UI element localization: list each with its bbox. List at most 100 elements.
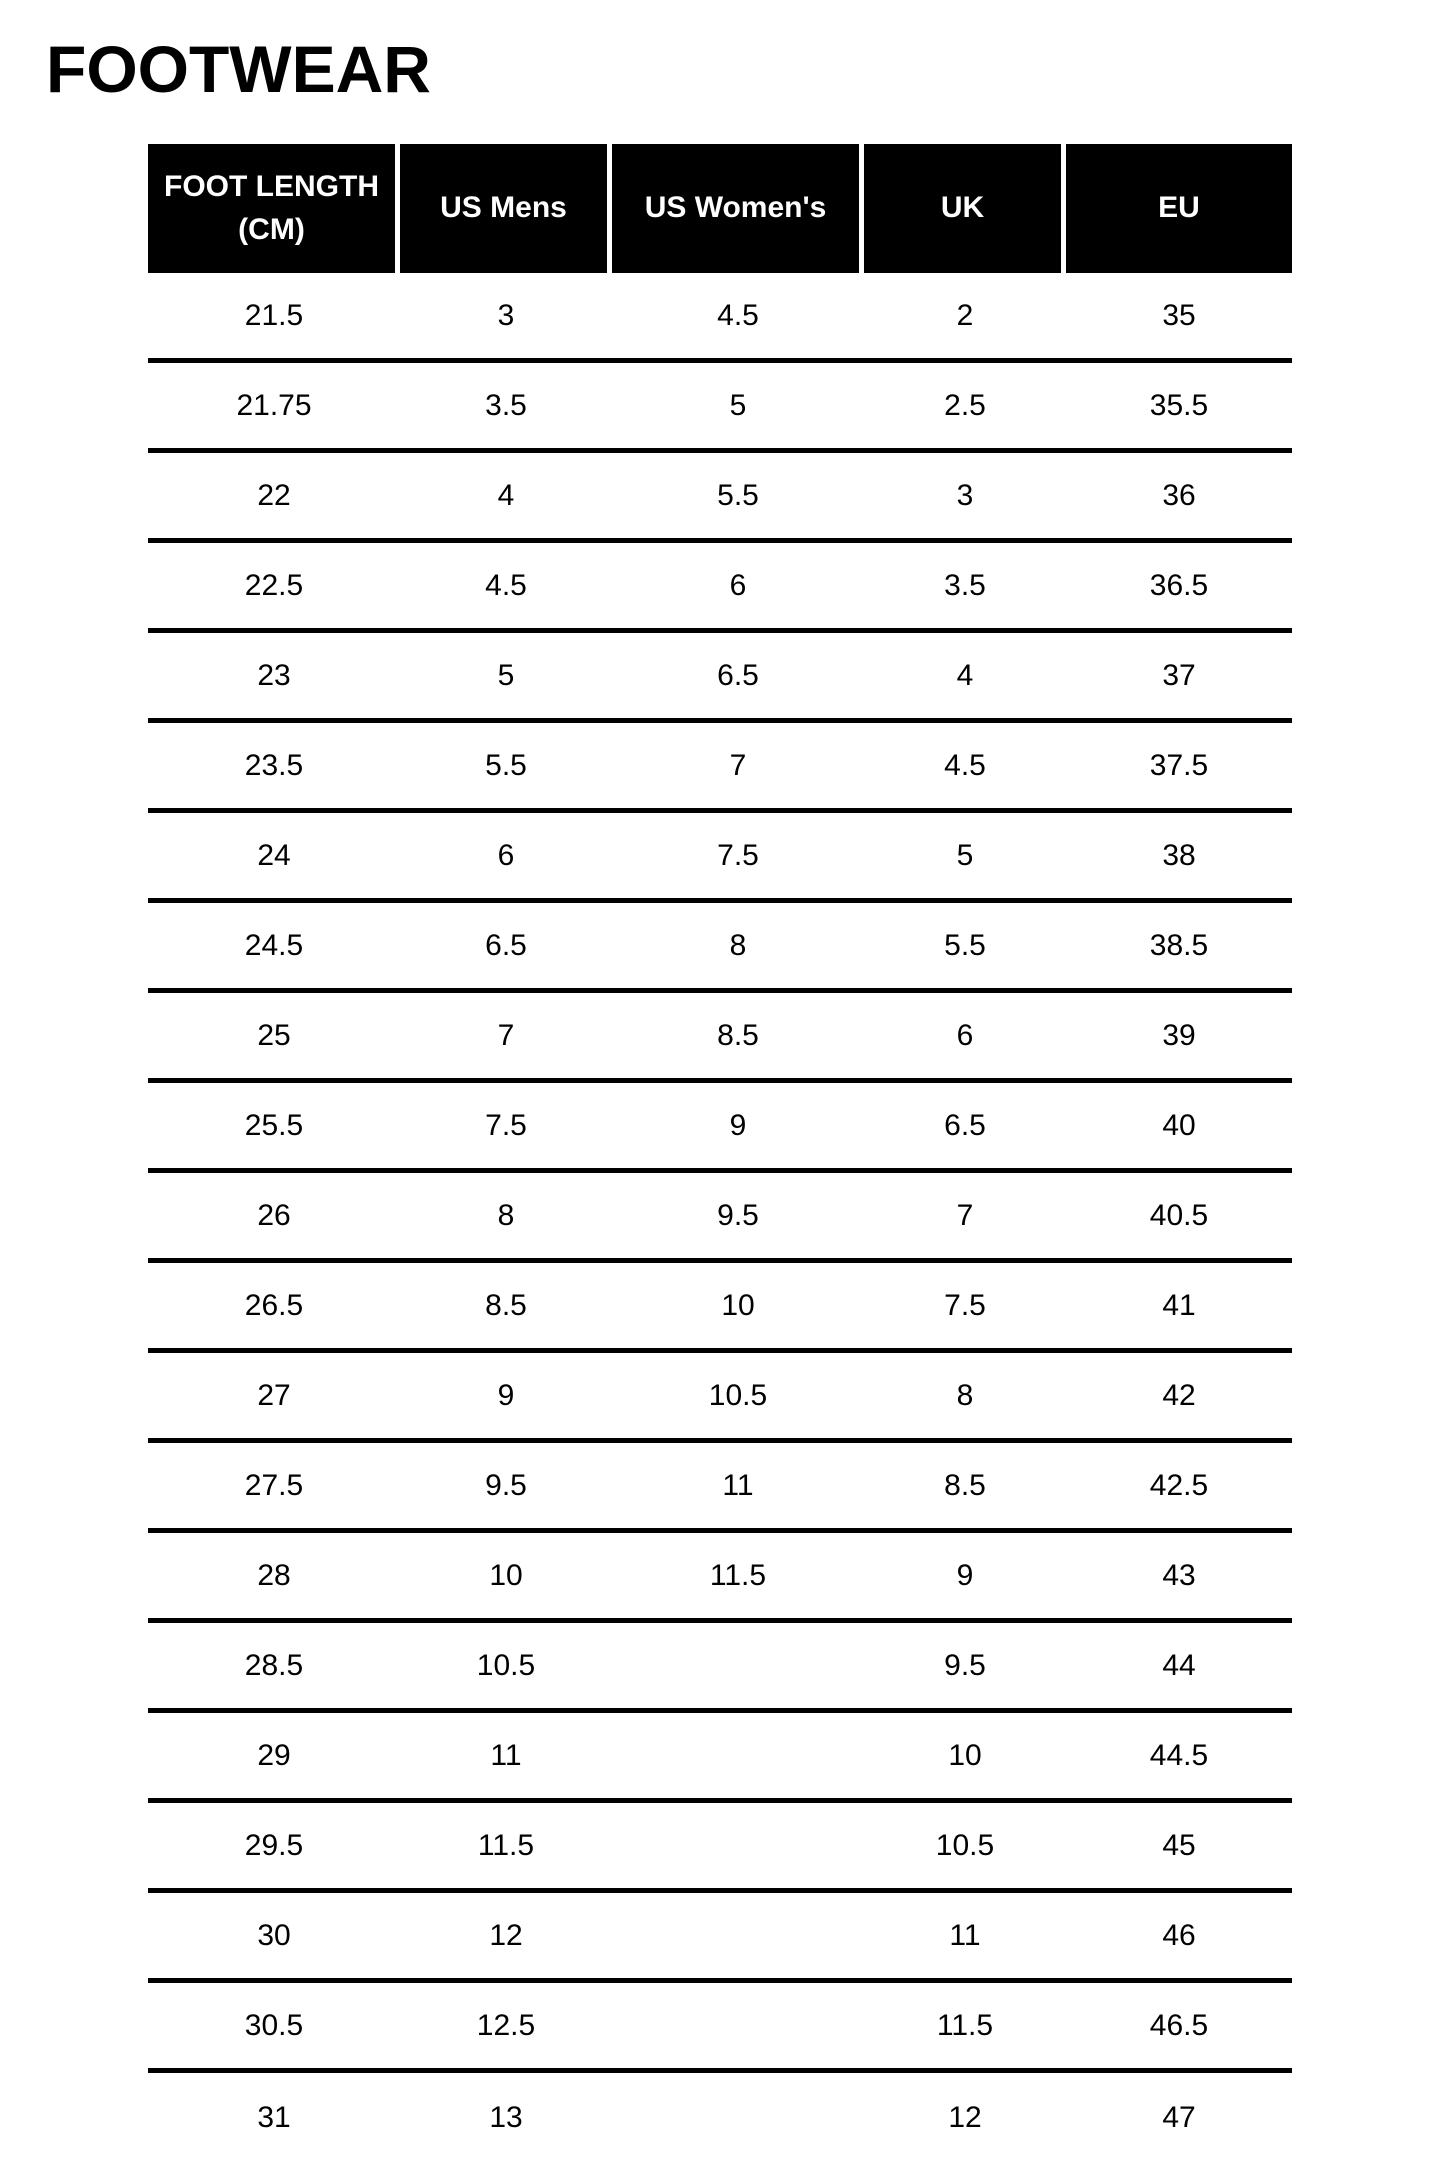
table-cell: 7.5	[485, 1108, 527, 1142]
table-row: 28 10 11.5 9 43	[148, 1533, 1292, 1623]
table-row: 30.5 12.5 11.5 46.5	[148, 1983, 1292, 2073]
table-row: 22 4 5.5 3 36	[148, 453, 1292, 543]
page-title: FOOTWEAR	[46, 32, 431, 106]
table-row: 29 11 10 44.5	[148, 1713, 1292, 1803]
table-cell: 29.5	[244, 1828, 304, 1862]
table-row: 30 12 11 46	[148, 1893, 1292, 1983]
table-cell: 10.5	[708, 1378, 768, 1412]
table-cell: 44	[1162, 1648, 1196, 1682]
table-cell: 47	[1162, 2101, 1196, 2134]
table-cell	[612, 1713, 864, 1798]
table-cell: 7.5	[944, 1288, 986, 1322]
table-row: 21.75 3.5 5 2.5 35.5	[148, 363, 1292, 453]
table-cell: 30	[257, 1918, 291, 1952]
table-cell: 10.5	[935, 1828, 995, 1862]
table-cell: 3.5	[485, 388, 527, 422]
table-cell: 11	[490, 1738, 522, 1772]
table-row: 26.5 8.5 10 7.5 41	[148, 1263, 1292, 1353]
table-cell: 3	[956, 478, 974, 512]
table-cell: 11	[949, 1918, 981, 1952]
table-cell: 12.5	[476, 2008, 536, 2042]
table-cell: 35.5	[1149, 388, 1209, 422]
table-row: 25 7 8.5 6 39	[148, 993, 1292, 1083]
table-cell: 23.5	[244, 748, 304, 782]
table-cell: 13	[489, 2101, 523, 2134]
table-cell: 26	[257, 1198, 291, 1232]
table-cell: 25.5	[244, 1108, 304, 1142]
table-row: 24 6 7.5 5 38	[148, 813, 1292, 903]
table-cell: 40.5	[1149, 1198, 1209, 1232]
table-row: 25.5 7.5 9 6.5 40	[148, 1083, 1292, 1173]
table-cell: 3	[497, 298, 515, 332]
table-cell: 25	[257, 1018, 291, 1052]
table-cell: 44.5	[1149, 1738, 1209, 1772]
table-cell: 7	[729, 748, 747, 782]
table-cell: 7	[956, 1198, 974, 1232]
table-cell: 4.5	[944, 748, 986, 782]
table-cell: 24	[257, 838, 291, 872]
table-cell: 9	[956, 1558, 974, 1592]
table-row: 26 8 9.5 7 40.5	[148, 1173, 1292, 1263]
table-cell: 39	[1162, 1018, 1196, 1052]
table-cell: 8.5	[944, 1468, 986, 1502]
table-cell: 46.5	[1149, 2008, 1209, 2042]
table-cell: 6	[729, 568, 747, 602]
table-cell: 46	[1162, 1918, 1196, 1952]
table-cell: 8	[497, 1198, 515, 1232]
table-body: 21.5 3 4.5 2 35 21.75 3.5 5 2.5 35.5 22 4 5.5 3 36 22.5…	[148, 273, 1292, 2160]
table-cell: 5	[497, 658, 515, 692]
table-cell: 10	[721, 1288, 755, 1322]
table-cell	[612, 1983, 864, 2068]
table-cell: 36	[1162, 478, 1196, 512]
table-cell: 26.5	[244, 1288, 304, 1322]
table-cell: 6.5	[944, 1108, 986, 1142]
table-cell: 11.5	[936, 2008, 994, 2042]
table-cell: 9	[729, 1108, 747, 1142]
table-cell: 38	[1162, 838, 1196, 872]
table-cell: 11	[722, 1468, 754, 1502]
table-cell: 21.75	[236, 388, 312, 422]
table-cell: 43	[1162, 1558, 1196, 1592]
table-cell: 4.5	[717, 298, 759, 332]
table-row: 28.5 10.5 9.5 44	[148, 1623, 1292, 1713]
table-cell: 4	[956, 658, 974, 692]
table-header-row: FOOT LENGTH (CM) US Mens US Women's UK EU	[148, 144, 1292, 273]
table-cell: 31	[257, 2101, 291, 2134]
table-cell: 6.5	[485, 928, 527, 962]
size-table: FOOT LENGTH (CM) US Mens US Women's UK EU 21…	[148, 144, 1292, 2160]
table-cell: 11.5	[709, 1558, 767, 1592]
table-cell: 23	[257, 658, 291, 692]
table-cell: 27	[257, 1378, 291, 1412]
table-cell: 29	[257, 1738, 291, 1772]
table-row: 23.5 5.5 7 4.5 37.5	[148, 723, 1292, 813]
table-row: 31 13 12 47	[148, 2073, 1292, 2160]
table-cell: 4	[497, 478, 515, 512]
table-cell: 9.5	[717, 1198, 759, 1232]
table-cell: 30.5	[244, 2008, 304, 2042]
table-cell: 8	[729, 928, 747, 962]
column-header-eu: EU	[1066, 144, 1292, 273]
table-cell: 37.5	[1149, 748, 1209, 782]
table-cell: 3.5	[944, 568, 986, 602]
table-cell: 10	[948, 1738, 982, 1772]
table-cell: 9	[497, 1378, 515, 1412]
column-header-uk: UK	[864, 144, 1066, 273]
table-cell: 37	[1162, 658, 1196, 692]
table-cell: 5.5	[717, 478, 759, 512]
table-cell: 2.5	[944, 388, 986, 422]
table-cell	[612, 2073, 864, 2160]
table-row: 21.5 3 4.5 2 35	[148, 273, 1292, 363]
table-row: 27 9 10.5 8 42	[148, 1353, 1292, 1443]
table-cell: 38.5	[1149, 928, 1209, 962]
table-cell: 7	[497, 1018, 515, 1052]
table-row: 29.5 11.5 10.5 45	[148, 1803, 1292, 1893]
column-header-foot-length-cm: FOOT LENGTH (CM)	[148, 144, 400, 273]
table-cell: 27.5	[244, 1468, 304, 1502]
table-cell: 9.5	[944, 1648, 986, 1682]
table-cell	[612, 1893, 864, 1978]
table-cell: 42.5	[1149, 1468, 1209, 1502]
table-row: 22.5 4.5 6 3.5 36.5	[148, 543, 1292, 633]
table-cell: 21.5	[244, 298, 304, 332]
table-cell: 45	[1162, 1828, 1196, 1862]
